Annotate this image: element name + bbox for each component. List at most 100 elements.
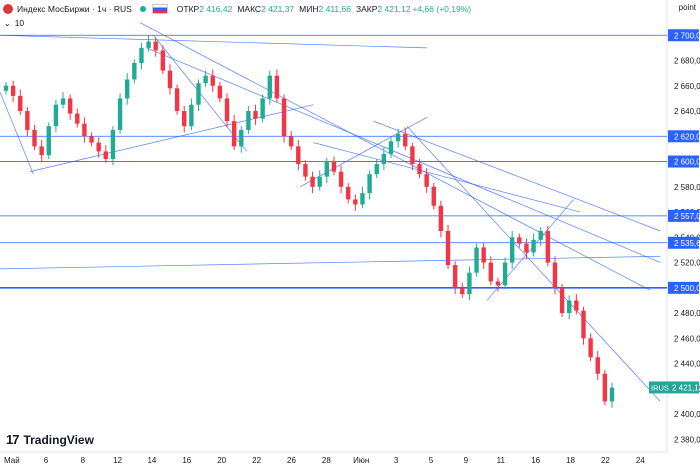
price-level-badge-label: 2 535,68: [674, 239, 700, 248]
candle-body: [310, 176, 315, 187]
candle-body: [452, 265, 458, 288]
y-tick-label: 2 440,00: [674, 360, 700, 369]
x-tick-label: 9: [464, 456, 469, 465]
candle-body: [417, 164, 422, 175]
price-level-badge-label: 2 557,00: [674, 212, 700, 221]
candle-body: [25, 111, 30, 130]
x-tick-label: 18: [566, 456, 575, 465]
price-level-badge-label: 2 700,00: [674, 31, 700, 40]
x-tick-label: 5: [429, 456, 434, 465]
candle-body: [445, 231, 451, 266]
candle-body: [160, 50, 166, 71]
trend-line: [406, 125, 661, 402]
trend-line: [0, 91, 34, 175]
trend-line: [299, 117, 428, 188]
candle-body: [288, 136, 294, 147]
candle-body: [281, 98, 287, 137]
open-label: ОТКР: [176, 4, 200, 14]
indicator-row[interactable]: ⌄ 10: [4, 18, 24, 28]
candle-body: [374, 164, 379, 175]
candle-body: [18, 95, 23, 112]
candle-body: [438, 205, 444, 231]
candle-body: [509, 237, 515, 263]
trend-line: [0, 34, 427, 49]
candle-body: [467, 272, 472, 295]
x-tick-label: 14: [147, 456, 156, 465]
candle-body: [82, 123, 87, 137]
symbol-title[interactable]: Индекс МосБиржи · 1ч · RUS: [17, 4, 132, 14]
price-level-badge-label: 2 600,00: [674, 158, 700, 167]
candle-body: [410, 146, 415, 165]
candle-body: [96, 142, 101, 152]
x-tick-label: 11: [497, 456, 506, 465]
y-tick-label: 2 460,00: [674, 334, 700, 343]
chart-header: Индекс МосБиржи · 1ч · RUS ОТКР 2 416,42…: [0, 0, 473, 18]
price-level-badge-label: 2 500,00: [674, 284, 700, 293]
candle-body: [431, 186, 436, 206]
candle-body: [474, 247, 479, 273]
low-value: 2 411,66: [318, 4, 351, 14]
y-tick-label: 2 660,00: [674, 82, 700, 91]
candle-body: [609, 387, 615, 402]
candle-body: [381, 153, 387, 165]
candle-body: [331, 161, 337, 172]
x-tick-label: 22: [252, 456, 261, 465]
candle-body: [324, 161, 330, 177]
tradingview-logo[interactable]: 17 TradingView: [6, 432, 94, 447]
close-label: ЗАКР: [355, 4, 378, 14]
price-level-badge-label: 2 620,00: [674, 132, 700, 141]
chevron-down-icon[interactable]: ⌄: [4, 18, 11, 28]
candle-body: [67, 98, 73, 114]
symbol-logo-icon: [3, 4, 13, 14]
candle-body: [360, 193, 365, 205]
candle-body: [153, 41, 158, 51]
candle-body: [253, 111, 258, 119]
candle-body: [524, 243, 529, 253]
scale-button[interactable]: point: [678, 3, 696, 12]
candle-body: [317, 176, 322, 187]
candle-body: [125, 79, 130, 99]
candle-body: [588, 338, 593, 358]
currency-flag-icon: [151, 4, 168, 14]
candle-body: [260, 98, 265, 119]
current-price-badge: [649, 381, 699, 394]
candle-body: [567, 300, 572, 314]
x-tick-label: 16: [182, 456, 191, 465]
y-tick-label: 2 400,00: [674, 410, 700, 419]
y-tick-label: 2 480,00: [674, 309, 700, 318]
high-label: МАКС: [237, 4, 262, 14]
candle-body: [274, 75, 280, 99]
candle-body: [174, 88, 180, 112]
x-tick-label: 24: [636, 456, 645, 465]
candle-body: [60, 98, 66, 105]
candle-body: [424, 174, 429, 187]
candle-body: [495, 281, 501, 286]
y-tick-label: 2 640,00: [674, 107, 700, 116]
trend-line: [486, 199, 574, 301]
trend-line: [139, 22, 651, 291]
candle-body: [559, 287, 565, 314]
candle-body: [595, 357, 600, 374]
high-value: 2 421,37: [261, 4, 295, 14]
candle-body: [267, 75, 272, 99]
candle-body: [488, 262, 493, 282]
candle-body: [239, 129, 244, 147]
candle-body: [296, 146, 301, 165]
y-tick-label: 2 580,00: [674, 183, 700, 192]
candle-body: [139, 47, 144, 64]
candle-body: [146, 41, 151, 48]
trend-line: [29, 104, 314, 172]
candle-body: [46, 126, 51, 156]
change-value: +4,66 (+0,19%): [412, 4, 472, 14]
tradingview-mark-icon: 17: [6, 432, 20, 447]
candle-body: [10, 85, 16, 96]
candle-body: [552, 262, 558, 288]
y-tick-label: 2 380,00: [674, 435, 700, 444]
x-tick-label: 28: [322, 456, 331, 465]
x-tick-label: 16: [531, 456, 540, 465]
candle-body: [189, 104, 194, 127]
candle-body: [388, 141, 394, 154]
candle-body: [246, 111, 251, 130]
candle-body: [502, 262, 508, 286]
